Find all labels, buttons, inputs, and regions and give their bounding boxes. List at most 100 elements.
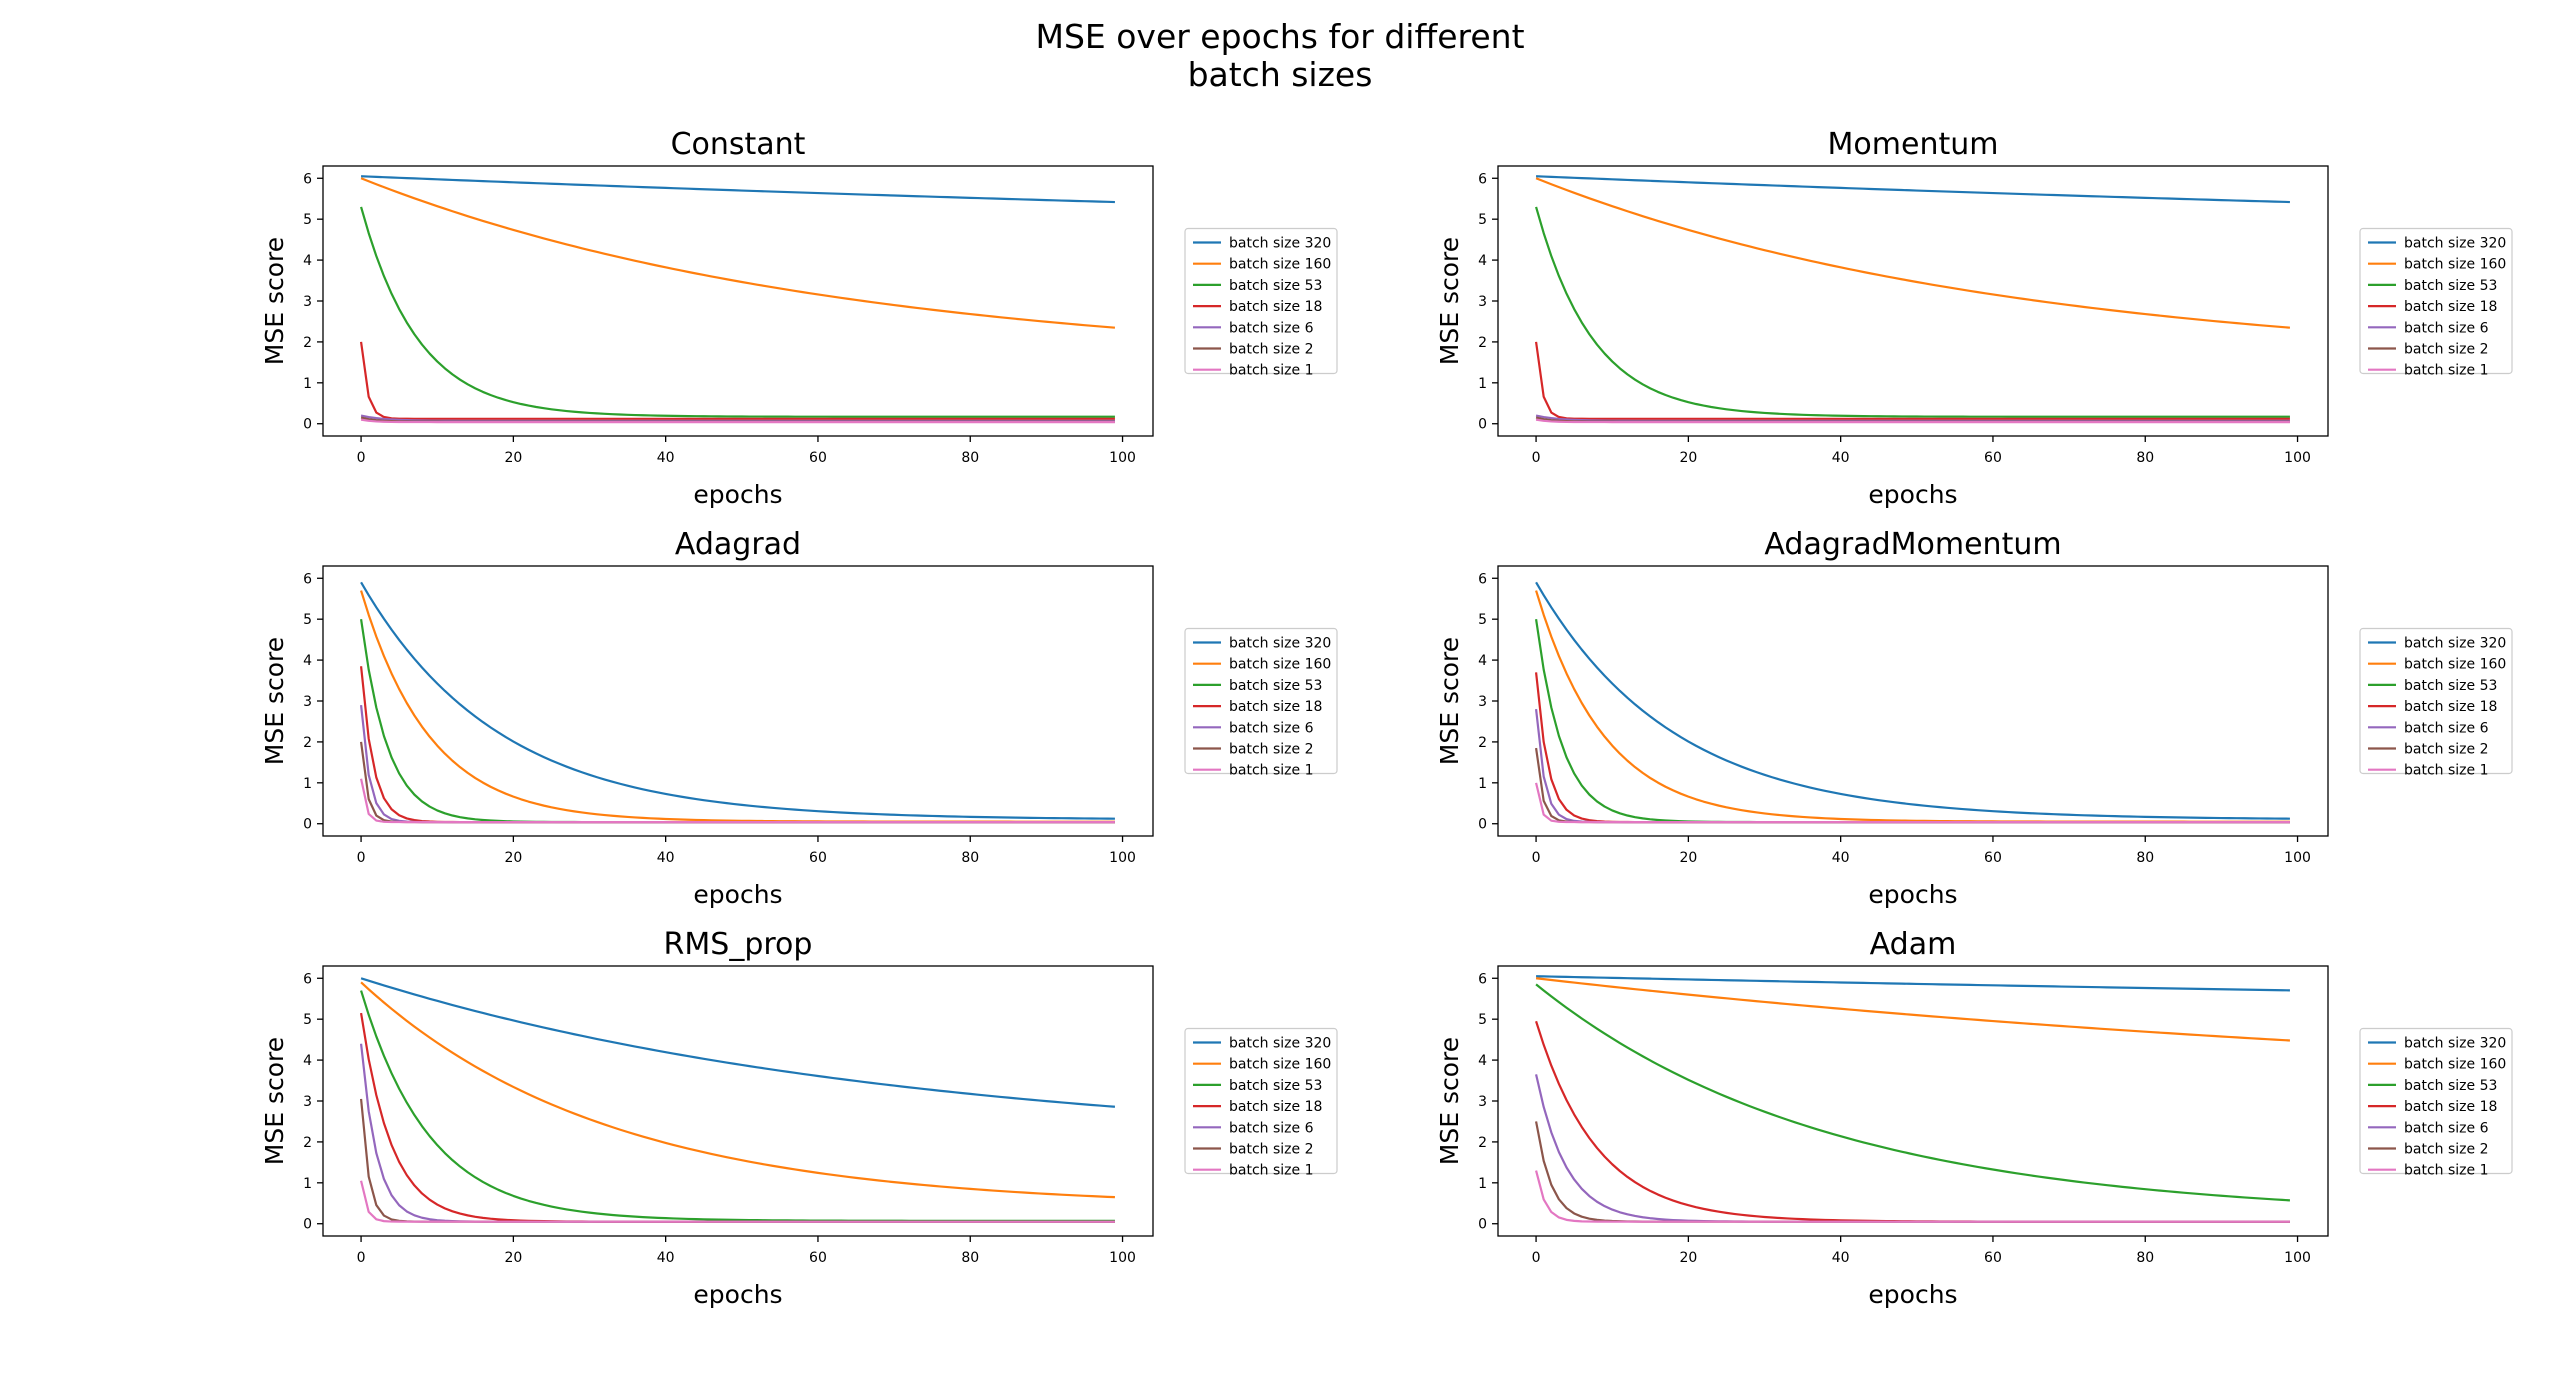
y-tick-label: 0 (303, 417, 312, 433)
axes-frame (1497, 565, 2329, 837)
y-tick-label: 4 (303, 653, 312, 669)
subplot-adam: Adam 0 20 40 60 80 100 0 1 2 3 4 5 6 epochs MSE score ba… (1435, 927, 2513, 1309)
legend-item-batch-size-18: batch size 18 (1193, 1099, 1322, 1115)
legend-item-batch-size-6: batch size 6 (1193, 720, 1314, 736)
subplot-title: Adam (1870, 927, 1957, 962)
legend-label: batch size 53 (2404, 1078, 2497, 1094)
series-line-batch-size-1 (1535, 1170, 2290, 1223)
subplot-adagrad: Adagrad 0 20 40 60 80 100 0 1 2 3 4 5 6 epochs MSE scor… (260, 527, 1338, 909)
legend-label: batch size 320 (1229, 636, 1331, 652)
series-line-batch-size-160 (1535, 177, 2291, 329)
legend-box (2359, 1027, 2513, 1175)
legend-label: batch size 320 (1229, 1036, 1331, 1052)
legend-item-batch-size-53: batch size 53 (2368, 678, 2497, 694)
legend-label: batch size 1 (2404, 1163, 2488, 1179)
figure-title-line1: MSE over epochs for different (1035, 17, 1525, 56)
legend-label: batch size 53 (2404, 278, 2497, 294)
series-lines (1534, 175, 2291, 424)
legend-item-batch-size-320: batch size 320 (2368, 236, 2506, 252)
x-tick-label: 40 (1832, 450, 1850, 466)
legend: batch size 320 batch size 160 batch size 5… (1184, 1027, 1338, 1179)
y-tick-label: 1 (303, 1176, 312, 1192)
x-tick-label: 60 (1984, 850, 2002, 866)
y-tick-label: 2 (1478, 1135, 1487, 1151)
legend-item-batch-size-18: batch size 18 (2368, 699, 2497, 715)
legend-label: batch size 320 (1229, 236, 1331, 252)
legend-label: batch size 2 (2404, 742, 2488, 758)
legend-item-batch-size-2: batch size 2 (2368, 1142, 2488, 1158)
series-lines (359, 581, 1115, 824)
x-tick-label: 40 (1832, 850, 1850, 866)
y-tick-label: 3 (303, 1094, 312, 1110)
series-line-batch-size-320 (361, 175, 1115, 204)
legend-label: batch size 18 (1229, 299, 1322, 315)
legend-item-batch-size-1: batch size 1 (1193, 763, 1313, 779)
legend-item-batch-size-160: batch size 160 (2368, 657, 2506, 673)
y-axis-label: MSE score (1435, 237, 1464, 365)
x-tick-label: 0 (1532, 850, 1541, 866)
legend-item-batch-size-160: batch size 160 (1193, 257, 1331, 273)
legend-label: batch size 53 (2404, 678, 2497, 694)
y-tick-label: 4 (303, 1053, 312, 1069)
legend-label: batch size 6 (2404, 720, 2489, 736)
legend-item-batch-size-6: batch size 6 (2368, 1120, 2489, 1136)
subplot-rms-prop: RMS_prop 0 20 40 60 80 100 0 1 2 3 4 5 6 epochs MSE sco… (260, 927, 1338, 1309)
x-tick-label: 100 (1109, 850, 1136, 866)
legend-item-batch-size-53: batch size 53 (2368, 1078, 2497, 1094)
x-tick-label: 0 (1532, 450, 1541, 466)
y-tick-label: 5 (1478, 612, 1487, 628)
legend: batch size 320 batch size 160 batch size 5… (1184, 227, 1338, 379)
legend-label: batch size 2 (1229, 342, 1313, 358)
y-tick-label: 5 (303, 1012, 312, 1028)
series-line-batch-size-1 (1535, 418, 2290, 424)
x-tick-label: 20 (504, 450, 522, 466)
subplot-title: Constant (671, 127, 806, 162)
x-tick-label: 0 (357, 450, 366, 466)
legend-label: batch size 160 (2404, 657, 2506, 673)
x-tick-label: 40 (1832, 1250, 1850, 1266)
y-tick-label: 2 (303, 1135, 312, 1151)
series-line-batch-size-1 (360, 1180, 1115, 1223)
x-tick-label: 40 (657, 850, 675, 866)
y-tick-label: 4 (1478, 653, 1487, 669)
y-tick-label: 2 (303, 735, 312, 751)
series-line-batch-size-18 (1534, 672, 2290, 824)
x-axis-label: epochs (693, 1280, 782, 1309)
legend-item-batch-size-2: batch size 2 (1193, 1142, 1313, 1158)
y-tick-label: 3 (1478, 694, 1487, 710)
legend-item-batch-size-1: batch size 1 (2368, 363, 2488, 379)
y-axis-label: MSE score (1435, 637, 1464, 765)
y-axis-label: MSE score (260, 637, 289, 765)
legend-item-batch-size-1: batch size 1 (1193, 363, 1313, 379)
y-tick-label: 0 (1478, 817, 1487, 833)
y-tick-label: 3 (1478, 1094, 1487, 1110)
subplot-title: RMS_prop (664, 927, 813, 962)
series-line-batch-size-53 (360, 206, 1115, 418)
legend-label: batch size 6 (1229, 320, 1314, 336)
y-tick-label: 6 (1478, 171, 1487, 187)
y-tick-label: 2 (1478, 735, 1487, 751)
y-tick-label: 2 (303, 335, 312, 351)
legend: batch size 320 batch size 160 batch size 5… (2359, 1027, 2513, 1179)
legend-label: batch size 1 (1229, 763, 1313, 779)
legend-box (1184, 627, 1338, 775)
y-tick-label: 6 (303, 971, 312, 987)
legend-label: batch size 160 (2404, 1057, 2506, 1073)
series-line-batch-size-320 (1535, 581, 2290, 820)
legend-label: batch size 1 (1229, 1163, 1313, 1179)
legend-label: batch size 2 (1229, 742, 1313, 758)
series-line-batch-size-160 (360, 590, 1115, 823)
x-tick-label: 60 (809, 1250, 827, 1266)
series-line-batch-size-320 (1536, 975, 2290, 992)
legend-item-batch-size-6: batch size 6 (2368, 320, 2489, 336)
legend-label: batch size 18 (2404, 299, 2497, 315)
axes-frame (322, 165, 1154, 437)
axes-frame (1497, 965, 2329, 1237)
legend-item-batch-size-1: batch size 1 (2368, 763, 2488, 779)
series-lines (359, 175, 1116, 424)
figure-title: MSE over epochs for different batch size… (0, 18, 2560, 94)
x-tick-label: 0 (357, 850, 366, 866)
y-tick-label: 6 (303, 571, 312, 587)
x-axis-label: epochs (693, 480, 782, 509)
